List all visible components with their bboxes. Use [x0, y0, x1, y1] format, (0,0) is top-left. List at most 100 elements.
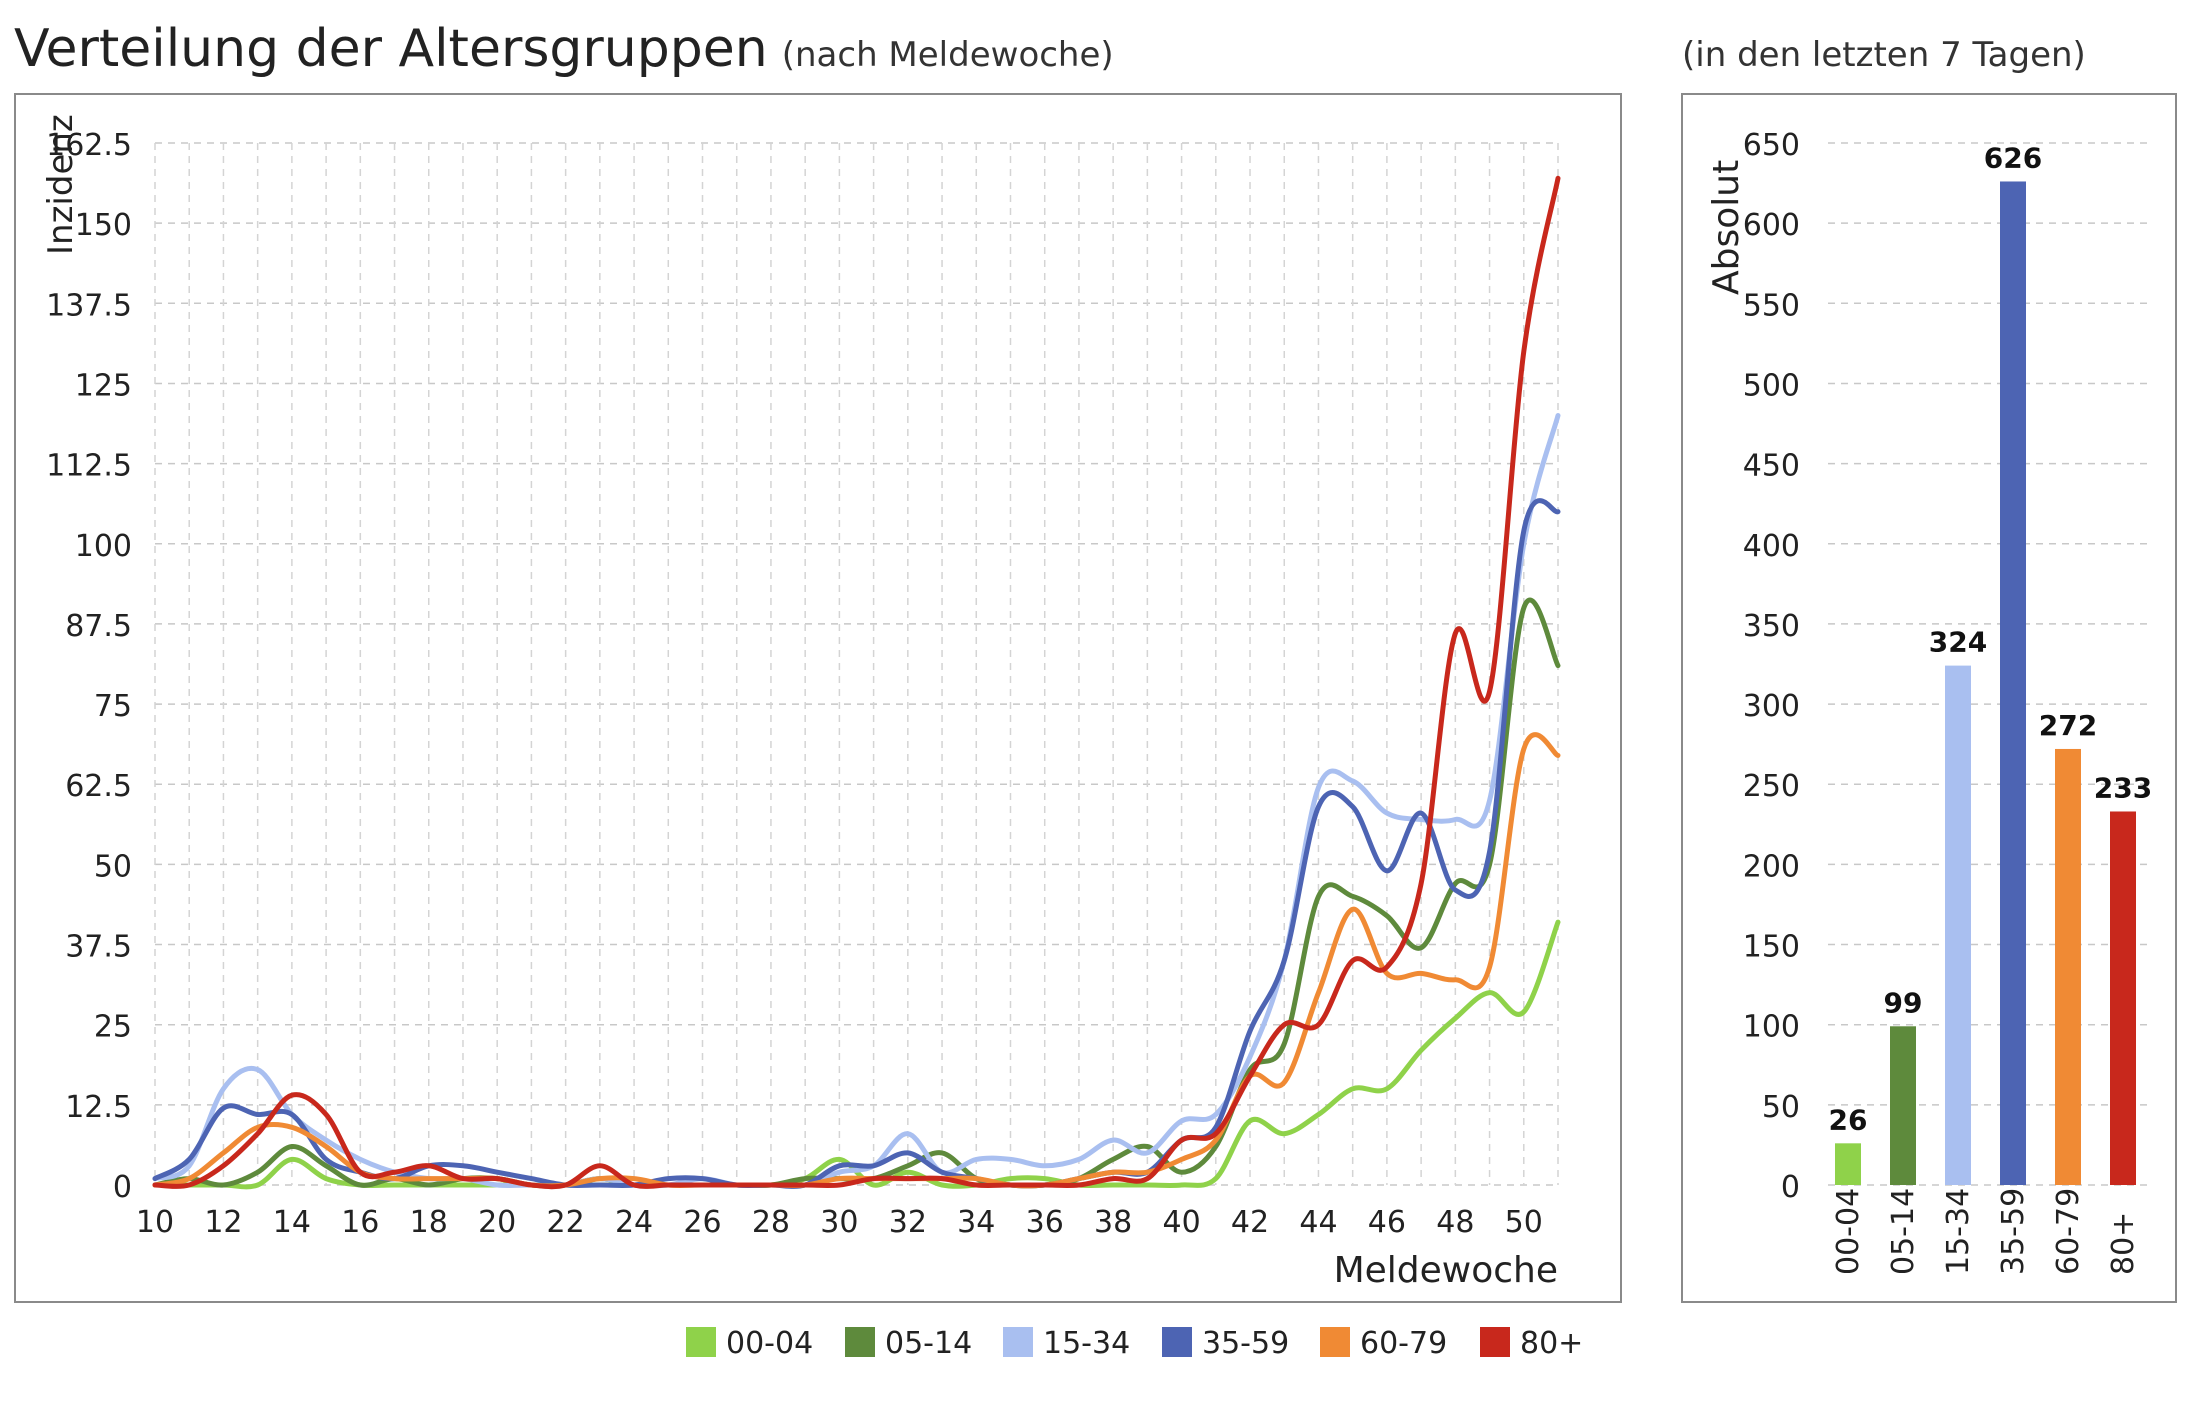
legend-swatch — [1003, 1327, 1033, 1357]
chart-title: Verteilung der Altersgruppen — [14, 19, 768, 79]
legend-label: 60-79 — [1360, 1326, 1447, 1361]
line-x-tick-label: 50 — [1505, 1205, 1543, 1240]
line-x-tick-label: 40 — [1162, 1205, 1200, 1240]
legend-item-05-14: 05-14 — [845, 1326, 972, 1361]
line-x-tick-label: 24 — [615, 1205, 653, 1240]
line-x-tick-label: 18 — [410, 1205, 448, 1240]
legend-swatch — [845, 1327, 875, 1357]
line-y-tick-label: 162.5 — [46, 128, 132, 163]
chart-subtitle: (nach Meldewoche) — [782, 35, 1114, 75]
line-x-tick-label: 46 — [1368, 1205, 1406, 1240]
line-chart-frame — [14, 93, 1622, 1303]
line-x-tick-label: 30 — [820, 1205, 858, 1240]
line-chart-y-ticks: 0 12.5 25 37.5 50 62.5 75 87.5 100 112.5 125 137.5 1… — [46, 128, 132, 1205]
line-x-tick-label: 22 — [547, 1205, 585, 1240]
series-line-05-14 — [152, 597, 1561, 1189]
bar-value-label: 233 — [2094, 771, 2152, 804]
legend-label: 15-34 — [1043, 1326, 1130, 1361]
legend-swatch — [1320, 1327, 1350, 1357]
bar-chart-frame — [1681, 93, 2177, 1303]
bar-value-label: 324 — [1929, 626, 1987, 659]
legend-swatch — [1162, 1327, 1192, 1357]
bar-y-tick-label: 300 — [1743, 689, 1800, 724]
bar-category-label: 05-14 — [1886, 1188, 1921, 1275]
bar-y-tick-label: 0 — [1781, 1170, 1800, 1205]
bar-y-tick-label: 200 — [1743, 849, 1800, 884]
line-x-tick-label: 44 — [1299, 1205, 1337, 1240]
line-x-tick-label: 42 — [1231, 1205, 1269, 1240]
line-y-tick-label: 12.5 — [65, 1090, 132, 1125]
bar-chart-grid — [1828, 142, 2148, 1186]
bar-category-label: 80+ — [2106, 1212, 2141, 1275]
line-x-tick-label: 48 — [1436, 1205, 1474, 1240]
bar-y-tick-label: 450 — [1743, 449, 1800, 484]
line-x-tick-label: 36 — [1026, 1205, 1064, 1240]
series-line-80+ — [152, 175, 1561, 1190]
line-y-tick-label: 112.5 — [46, 449, 132, 484]
line-y-tick-label: 50 — [94, 849, 132, 884]
line-x-tick-label: 14 — [273, 1205, 311, 1240]
line-chart-y-axis-label: Inzidenz — [41, 114, 81, 255]
line-x-tick-label: 16 — [341, 1205, 379, 1240]
bar-chart-y-ticks: 0 50 100 150 200 250 300 350 400 450 500 550 600 650 — [1743, 128, 1800, 1205]
line-y-tick-label: 150 — [75, 208, 132, 243]
legend-item-80+: 80+ — [1480, 1326, 1583, 1361]
line-y-tick-label: 87.5 — [65, 609, 132, 644]
bar-chart-bars: 26 00-04 99 05-14 324 15-34 626 35-59 272 60-79 23… — [1829, 141, 2153, 1275]
legend-item-35-59: 35-59 — [1162, 1326, 1289, 1361]
line-x-tick-label: 10 — [136, 1205, 174, 1240]
bar-y-tick-label: 400 — [1743, 529, 1800, 564]
line-x-tick-label: 26 — [683, 1205, 721, 1240]
bar-y-tick-label: 500 — [1743, 368, 1800, 403]
bar-category-label: 00-04 — [1831, 1188, 1866, 1275]
legend-label: 00-04 — [726, 1326, 813, 1361]
bar-15-34 — [1945, 665, 1971, 1185]
line-chart-grid — [154, 142, 1559, 1186]
bar-y-tick-label: 650 — [1743, 128, 1800, 163]
line-chart-x-axis-label: Meldewoche — [1334, 1250, 1558, 1291]
legend-swatch — [1480, 1327, 1510, 1357]
line-x-tick-label: 28 — [752, 1205, 790, 1240]
legend-label: 05-14 — [885, 1326, 972, 1361]
bar-y-tick-label: 150 — [1743, 930, 1800, 965]
chart-legend: 00-04 05-14 15-34 35-59 60-79 80+ — [686, 1326, 1583, 1361]
bar-y-tick-label: 100 — [1743, 1010, 1800, 1045]
line-x-tick-label: 32 — [889, 1205, 927, 1240]
bar-value-label: 272 — [2039, 709, 2097, 742]
line-x-tick-label: 34 — [957, 1205, 995, 1240]
bar-80+ — [2110, 811, 2136, 1185]
legend-swatch — [686, 1327, 716, 1357]
line-y-tick-label: 75 — [94, 689, 132, 724]
bar-00-04 — [1835, 1143, 1861, 1185]
bar-category-label: 60-79 — [2051, 1188, 2086, 1275]
bar-35-59 — [2000, 181, 2026, 1185]
bar-y-tick-label: 550 — [1743, 288, 1800, 323]
bar-y-tick-label: 600 — [1743, 208, 1800, 243]
bar-category-label: 15-34 — [1941, 1188, 1976, 1275]
line-x-tick-label: 20 — [478, 1205, 516, 1240]
line-y-tick-label: 0 — [113, 1170, 132, 1205]
line-x-tick-label: 12 — [204, 1205, 242, 1240]
line-x-tick-label: 38 — [1094, 1205, 1132, 1240]
legend-item-15-34: 15-34 — [1003, 1326, 1130, 1361]
bar-y-tick-label: 250 — [1743, 769, 1800, 804]
line-y-tick-label: 137.5 — [46, 288, 132, 323]
line-y-tick-label: 125 — [75, 368, 132, 403]
legend-item-00-04: 00-04 — [686, 1326, 813, 1361]
line-y-tick-label: 100 — [75, 529, 132, 564]
bar-chart-y-axis-label: Absolut — [1706, 160, 1747, 295]
right-panel-title: (in den letzten 7 Tagen) — [1682, 35, 2086, 75]
bar-y-tick-label: 50 — [1762, 1090, 1800, 1125]
line-chart-series — [152, 175, 1561, 1190]
bar-value-label: 99 — [1884, 986, 1923, 1019]
line-y-tick-label: 62.5 — [65, 769, 132, 804]
bar-value-label: 26 — [1829, 1103, 1868, 1136]
series-line-35-59 — [152, 498, 1561, 1189]
bar-value-label: 626 — [1984, 141, 2042, 174]
line-y-tick-label: 37.5 — [65, 930, 132, 965]
legend-item-60-79: 60-79 — [1320, 1326, 1447, 1361]
bar-category-label: 35-59 — [1996, 1188, 2031, 1275]
line-y-tick-label: 25 — [94, 1010, 132, 1045]
